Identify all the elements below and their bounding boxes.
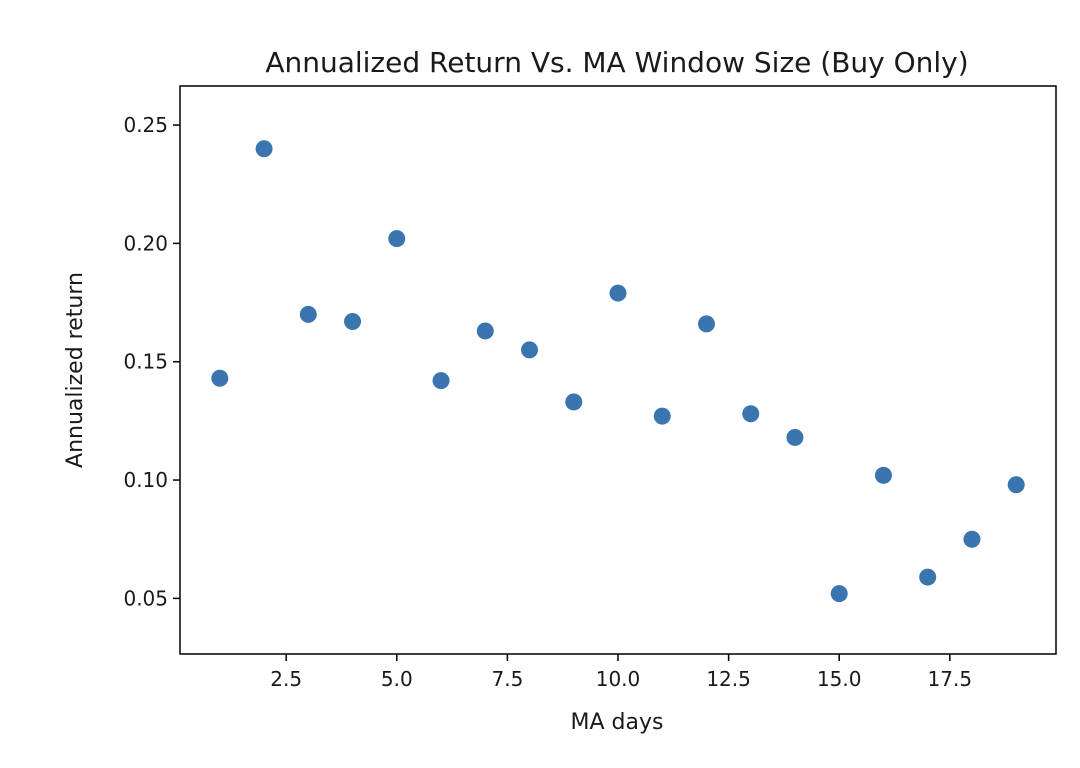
x-tick-label: 2.5: [270, 667, 302, 691]
x-tick-label: 7.5: [491, 667, 523, 691]
data-points: [211, 140, 1025, 603]
data-point: [565, 393, 583, 411]
data-point: [521, 341, 539, 359]
y-tick-label: 0.20: [123, 231, 168, 255]
data-point: [476, 322, 494, 340]
y-tick-label: 0.05: [123, 586, 168, 610]
data-point: [388, 230, 406, 248]
y-tick-label: 0.10: [123, 468, 168, 492]
data-point: [786, 428, 804, 446]
y-axis-label: Annualized return: [63, 272, 88, 468]
data-point: [874, 466, 892, 484]
data-point: [830, 585, 848, 603]
data-point: [653, 407, 671, 425]
y-tick-label: 0.25: [123, 113, 168, 137]
x-axis-label: MA days: [571, 710, 664, 735]
data-point: [255, 140, 273, 158]
x-tick-label: 12.5: [706, 667, 751, 691]
x-axis-ticks: 2.5 5.0 7.5 10.0 12.5 15.0 17.5: [270, 654, 972, 691]
x-tick-label: 17.5: [928, 667, 973, 691]
data-point: [919, 568, 937, 586]
data-point: [344, 312, 362, 330]
x-tick-label: 15.0: [817, 667, 862, 691]
y-tick-label: 0.15: [123, 350, 168, 374]
data-point: [742, 405, 760, 423]
data-point: [963, 530, 981, 548]
x-tick-label: 5.0: [381, 667, 413, 691]
data-point: [211, 369, 229, 387]
data-point: [697, 315, 715, 333]
data-point: [609, 284, 627, 302]
x-tick-label: 10.0: [596, 667, 641, 691]
data-point: [432, 372, 450, 390]
chart-title: Annualized Return Vs. MA Window Size (Bu…: [265, 46, 968, 79]
data-point: [1007, 476, 1025, 494]
data-point: [299, 305, 317, 323]
plot-area-frame: [179, 85, 1057, 655]
y-axis-ticks: 0.05 0.10 0.15 0.20 0.25: [123, 113, 180, 610]
